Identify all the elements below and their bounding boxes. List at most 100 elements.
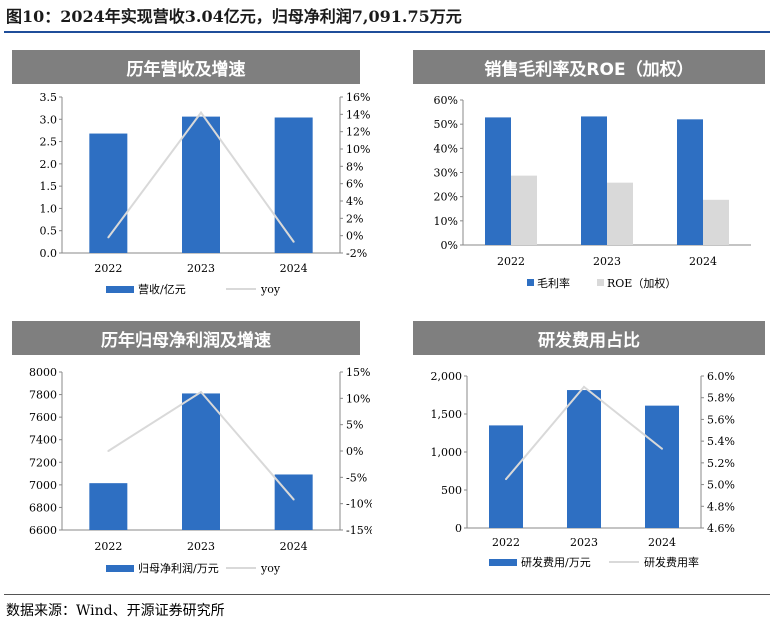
revenue-chart-title: 历年营收及增速: [12, 50, 360, 84]
margin-roe-chart: 0% 10% 20% 30% 40% 50% 60% 2022 2023 2024 毛利率 ROE（加…: [434, 94, 751, 290]
legend-line-label: yoy: [260, 283, 281, 296]
bar: [607, 182, 633, 245]
right-axis-tick-label: 5.0%: [707, 479, 735, 492]
bar: [581, 116, 607, 245]
left-axis-tick-label: 7400: [29, 434, 57, 447]
revenue-chart: 0.0 0.5 1.0 1.5 2.0 2.5 3.0 3.5 -2% 0% 2% 4% 6% 8% 10%…: [40, 91, 371, 296]
right-axis-tick-label: 10%: [346, 392, 370, 405]
right-axis-tick-label: 4.6%: [707, 522, 735, 535]
legend-label-gross-margin: 毛利率: [537, 276, 570, 290]
right-axis-tick-label: 5%: [346, 419, 363, 432]
right-axis-tick-label: 5.2%: [707, 457, 735, 470]
bar: [182, 393, 220, 530]
source-note: 数据来源：Wind、开源证券研究所: [6, 603, 225, 619]
right-axis-tick-label: -5%: [346, 471, 367, 484]
right-axis-tick-label: 5.4%: [707, 435, 735, 448]
category-label: 2022: [492, 536, 520, 549]
right-axis-tick-label: -10%: [346, 498, 372, 511]
left-axis-tick-label: 0: [455, 522, 462, 535]
bar: [89, 483, 128, 530]
right-axis-tick-label: 16%: [346, 91, 370, 104]
category-label: 2022: [497, 255, 525, 268]
left-axis-tick-label: 1,000: [431, 446, 463, 459]
legend-line-label: yoy: [260, 562, 281, 575]
category-label: 2024: [280, 540, 308, 553]
category-label: 2023: [187, 540, 215, 553]
left-axis-tick-label: 3.0: [40, 113, 58, 126]
left-axis-tick-label: 10%: [434, 215, 458, 228]
margin-roe-chart-panel: 销售毛利率及ROE（加权） 0% 10% 20% 30% 40% 50% 60% 2022 20…: [413, 50, 769, 305]
right-axis-tick-label: 15%: [346, 366, 370, 379]
line-point: [200, 111, 202, 114]
bottom-divider: [4, 594, 770, 595]
left-axis-tick-label: 2.0: [40, 158, 58, 171]
line-point: [292, 498, 295, 501]
line-point: [292, 240, 295, 243]
legend-bar-label: 归母净利润/万元: [138, 561, 219, 575]
left-axis-tick-label: 7600: [29, 411, 57, 424]
top-divider: [4, 31, 770, 33]
category-label: 2023: [570, 536, 598, 549]
net-profit-chart-title: 历年归母净利润及增速: [12, 321, 360, 355]
left-axis-tick-label: 500: [441, 484, 462, 497]
legend-swatch-roe: [597, 279, 604, 286]
category-label: 2024: [648, 536, 676, 549]
right-axis-tick-label: 10%: [346, 143, 370, 156]
rd-expense-chart-panel: 研发费用占比 0 500 1,000 1,500 2,000 4.6% 4.8% 5.0% 5.…: [413, 321, 769, 589]
bar: [511, 175, 537, 245]
left-axis-tick-label: 7800: [29, 389, 57, 402]
right-axis-tick-label: -2%: [346, 247, 367, 260]
right-axis-tick-label: 2%: [346, 212, 363, 225]
line-point: [107, 236, 110, 239]
left-axis-tick-label: 2,000: [431, 370, 463, 383]
bar: [182, 116, 220, 254]
bar: [645, 405, 679, 528]
bar: [89, 133, 128, 253]
line-point: [505, 478, 507, 481]
right-axis-tick-label: 0%: [346, 230, 363, 243]
right-axis-tick-label: 4%: [346, 195, 363, 208]
right-axis-tick-label: 6.0%: [707, 370, 735, 383]
bar: [489, 425, 523, 528]
left-axis-tick-label: 6600: [29, 524, 57, 537]
legend-bar-label: 研发费用/万元: [521, 555, 591, 569]
legend-bar-swatch: [489, 559, 517, 566]
line-point: [200, 391, 202, 394]
left-axis-tick-label: 0%: [441, 239, 458, 252]
category-label: 2024: [280, 262, 308, 275]
legend-line-label: 研发费用率: [644, 555, 699, 569]
left-axis-tick-label: 30%: [434, 167, 458, 180]
left-axis-tick-label: 0.5: [40, 225, 58, 238]
right-axis-tick-label: 8%: [346, 160, 363, 173]
figure-title: 图10：2024年实现营收3.04亿元，归母净利润7,091.75万元: [6, 7, 462, 26]
left-axis-tick-label: 1.0: [40, 202, 58, 215]
left-axis-tick-label: 1.5: [40, 180, 58, 193]
left-axis-tick-label: 3.5: [40, 91, 58, 104]
left-axis-tick-label: 7200: [29, 456, 57, 469]
legend-bar-swatch: [106, 565, 134, 572]
left-axis-tick-label: 40%: [434, 142, 458, 155]
line-point: [583, 385, 585, 388]
right-axis-tick-label: 6%: [346, 178, 363, 191]
category-label: 2022: [94, 262, 122, 275]
category-label: 2023: [187, 262, 215, 275]
category-label: 2024: [689, 255, 717, 268]
right-axis-tick-label: 12%: [346, 126, 370, 139]
revenue-chart-panel: 历年营收及增速 0.0 0.5 1.0 1.5 2.0 2.5 3.0 3.5 -2% 0% 2% 4…: [12, 50, 372, 305]
bar: [677, 119, 703, 245]
left-axis-tick-label: 8000: [29, 366, 57, 379]
legend-swatch-gross-margin: [527, 279, 534, 286]
left-axis-tick-label: 1,500: [431, 408, 463, 421]
left-axis-tick-label: 60%: [434, 94, 458, 107]
left-axis-tick-label: 2.5: [40, 136, 58, 149]
bar: [485, 117, 511, 245]
line-point: [661, 447, 663, 450]
legend-label-roe: ROE（加权）: [607, 277, 676, 290]
left-axis-tick-label: 50%: [434, 118, 458, 131]
net-profit-chart: 6600 6800 7000 7200 7400 7600 7800 8000 -15% -10%…: [29, 366, 372, 575]
left-axis-tick-label: 6800: [29, 501, 57, 514]
right-axis-tick-label: 5.8%: [707, 392, 735, 405]
rd-expense-chart-title: 研发费用占比: [413, 321, 765, 355]
line-point: [107, 450, 110, 452]
category-label: 2023: [593, 255, 621, 268]
